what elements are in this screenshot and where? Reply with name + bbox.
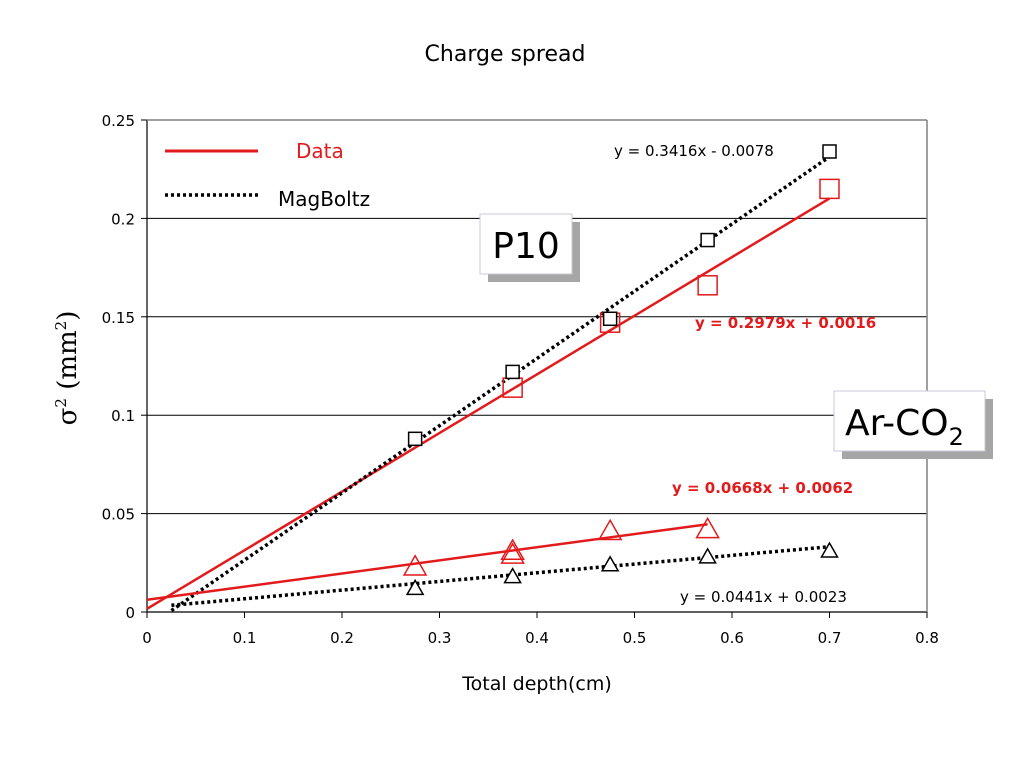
x-tick-label: 0.3: [428, 629, 452, 647]
y-tick-label: 0.1: [111, 407, 135, 425]
x-tick-label: 0.2: [330, 629, 354, 647]
eq-p10-data: y = 0.2979x + 0.0016: [695, 314, 876, 332]
axes: [141, 119, 928, 618]
marker-p10-magboltz: [700, 232, 715, 248]
y-label-unit-open: (mm: [53, 330, 83, 398]
y-label-unit-close: ): [53, 311, 83, 321]
arco2-box: Ar-CO2: [833, 390, 993, 459]
marker-p10-magboltz: [505, 364, 520, 380]
legend-data-label: Data: [296, 139, 344, 163]
marker-arco2-data: [402, 554, 428, 576]
arco2-box-label: Ar-CO2: [845, 403, 964, 451]
fit-line-arco2-data: [146, 522, 708, 602]
x-tick-label: 0.7: [818, 629, 842, 647]
fit-line-arco2-magboltz: [171, 544, 830, 608]
p10-box-label: P10: [492, 226, 560, 267]
p10-box-frame: [479, 213, 573, 275]
legend-magboltz-label: MagBoltz: [278, 187, 370, 211]
y-label-unit-sup: 2: [52, 321, 70, 331]
marker-p10-data: [697, 275, 718, 296]
x-axis-label: Total depth(cm): [461, 673, 612, 695]
y-tick-label: 0.05: [102, 506, 135, 524]
y-tick-label: 0.25: [102, 112, 135, 130]
x-tick-label: 0: [142, 629, 152, 647]
eq-arco2-data: y = 0.0668x + 0.0062: [672, 479, 853, 497]
legend: Data MagBoltz: [165, 139, 370, 211]
x-tick-label: 0.6: [720, 629, 744, 647]
fit-lines: [146, 155, 831, 612]
arco2-box-frame: [833, 390, 986, 452]
p10-box: P10: [479, 213, 580, 282]
marker-arco2-magboltz: [405, 578, 425, 596]
marker-p10-data: [819, 178, 840, 200]
eq-p10-magboltz: y = 0.3416x - 0.0078: [614, 142, 774, 160]
y-tick-label: 0.15: [102, 309, 135, 327]
y-label-sigma: σ: [53, 408, 83, 426]
marker-p10-magboltz: [602, 311, 618, 327]
marker-p10-magboltz: [407, 431, 423, 447]
data-markers: [402, 144, 840, 596]
x-tick-labels: 0 0.1 0.2 0.3 0.4 0.5 0.6 0.7 0.8: [142, 629, 939, 647]
x-tick-label: 0.8: [915, 629, 939, 647]
x-tick-label: 0.5: [623, 629, 647, 647]
marker-arco2-data: [500, 538, 525, 560]
marker-p10-data: [502, 377, 523, 398]
y-axis-label: σ2 (mm2): [52, 311, 83, 426]
eq-arco2-magboltz: y = 0.0441x + 0.0023: [680, 588, 847, 606]
x-tick-label: 0.4: [525, 629, 549, 647]
fit-line-p10-magboltz: [170, 155, 831, 612]
chart-title: Charge spread: [425, 42, 586, 67]
marker-arco2-data: [597, 518, 623, 541]
marker-arco2-data: [500, 542, 525, 564]
arco2-box-sub: 2: [949, 423, 964, 451]
marker-p10-magboltz: [822, 144, 837, 159]
marker-arco2-magboltz: [820, 541, 839, 558]
arco2-box-main: Ar-CO: [845, 403, 949, 444]
marker-arco2-magboltz: [503, 567, 522, 584]
y-tick-label: 0: [125, 604, 135, 622]
y-label-sigma-sup: 2: [52, 398, 70, 408]
y-tick-label: 0.2: [111, 210, 135, 228]
y-tick-labels: 0 0.05 0.1 0.15 0.2 0.25: [102, 112, 135, 622]
marker-arco2-magboltz: [600, 555, 620, 572]
svg-text:σ2 (mm2): σ2 (mm2): [52, 311, 83, 426]
marker-arco2-data: [695, 516, 720, 539]
fit-line-p10-data: [146, 197, 831, 610]
marker-arco2-magboltz: [698, 547, 717, 564]
x-tick-label: 0.1: [233, 629, 257, 647]
